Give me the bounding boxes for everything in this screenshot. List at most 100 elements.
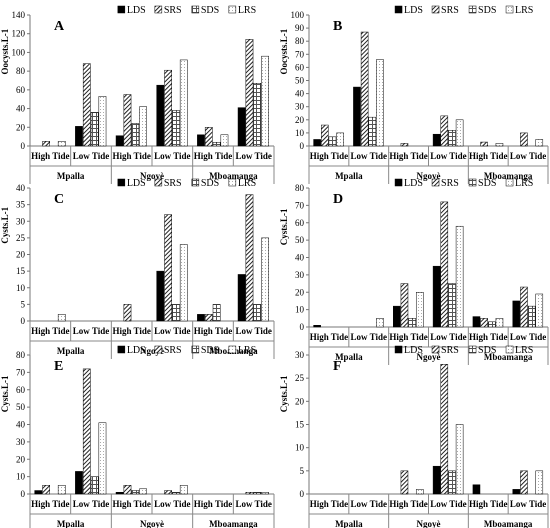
y-tick-label: 10 bbox=[295, 443, 305, 453]
legend-swatch-srs bbox=[154, 178, 163, 187]
bar-srs bbox=[204, 127, 213, 147]
legend-swatch-lds bbox=[117, 5, 126, 14]
bar-srs bbox=[164, 214, 172, 322]
legend-swatch-lrs bbox=[228, 178, 237, 187]
bar-lrs bbox=[139, 106, 147, 147]
legend-swatch-sds bbox=[191, 5, 200, 14]
tide-label: High Tide bbox=[389, 499, 427, 509]
bar-sds bbox=[90, 112, 99, 147]
tide-label: High Tide bbox=[112, 326, 150, 336]
legend-swatch-lds bbox=[117, 345, 126, 354]
bar-sds bbox=[328, 136, 337, 147]
bar-lrs bbox=[415, 489, 424, 495]
bar-lds bbox=[512, 489, 521, 495]
bar-sds bbox=[448, 283, 456, 328]
panel-label: C bbox=[54, 192, 64, 207]
tide-label: High Tide bbox=[194, 499, 232, 509]
tide-label: Low Tide bbox=[510, 151, 546, 161]
bar-sds bbox=[408, 318, 416, 328]
y-tick-label: 40 bbox=[295, 89, 305, 99]
bar-sds bbox=[448, 130, 456, 147]
bar-sds bbox=[253, 83, 262, 147]
legend-label-srs: SRS bbox=[441, 345, 459, 356]
bar-srs bbox=[520, 132, 528, 147]
y-tick-label: 10 bbox=[16, 472, 26, 482]
bar-srs bbox=[82, 368, 91, 495]
panel-label: B bbox=[333, 19, 342, 34]
y-tick-label: 10 bbox=[16, 283, 26, 293]
y-tick-label: 40 bbox=[16, 420, 26, 430]
bar-lrs bbox=[57, 314, 66, 322]
panel-label: E bbox=[54, 359, 63, 374]
legend: LDS SRS SDS LRS bbox=[394, 5, 533, 16]
y-axis-label: Cysts.L-1 bbox=[0, 206, 10, 243]
tide-label: Low Tide bbox=[510, 499, 546, 509]
legend-label-srs: SRS bbox=[164, 178, 182, 189]
site-label: Mpalla bbox=[57, 171, 85, 181]
tide-label: Low Tide bbox=[73, 326, 109, 336]
legend-label-lds: LDS bbox=[404, 345, 423, 356]
bar-lds bbox=[34, 490, 43, 495]
panel-label: F bbox=[333, 359, 342, 374]
y-tick-label: 50 bbox=[295, 235, 305, 245]
y-tick-label: 0 bbox=[300, 322, 305, 332]
bar-lds bbox=[115, 135, 124, 147]
bar-lrs bbox=[535, 139, 544, 147]
y-tick-label: 15 bbox=[16, 266, 26, 276]
site-label: Mboamanga bbox=[484, 519, 533, 528]
y-tick-label: 80 bbox=[295, 183, 305, 193]
tide-label: Low Tide bbox=[351, 151, 387, 161]
legend-label-sds: SDS bbox=[478, 345, 496, 356]
y-tick-label: 20 bbox=[16, 250, 26, 260]
bar-lds bbox=[156, 84, 165, 147]
y-tick-label: 0 bbox=[21, 489, 26, 499]
legend-swatch-lrs bbox=[505, 178, 514, 187]
legend-swatch-lrs bbox=[228, 5, 237, 14]
legend-label-lds: LDS bbox=[404, 5, 423, 16]
tide-label: High Tide bbox=[469, 151, 507, 161]
legend: LDS SRS SDS LRS bbox=[394, 178, 533, 189]
tide-label: High Tide bbox=[389, 332, 427, 342]
legend-label-sds: SDS bbox=[201, 178, 219, 189]
tide-label: High Tide bbox=[112, 499, 150, 509]
bar-srs bbox=[82, 63, 91, 147]
site-label: Mboamanga bbox=[209, 171, 258, 181]
bar-srs bbox=[164, 490, 172, 495]
bar-srs bbox=[123, 485, 132, 495]
bar-lds bbox=[313, 325, 321, 328]
tide-label: High Tide bbox=[31, 499, 69, 509]
y-tick-label: 10 bbox=[295, 128, 305, 138]
site-label: Mboamanga bbox=[209, 519, 258, 528]
bar-sds bbox=[253, 304, 262, 322]
legend-label-sds: SDS bbox=[478, 178, 496, 189]
bar-lrs bbox=[376, 318, 384, 328]
legend-label-srs: SRS bbox=[164, 5, 182, 16]
bar-srs bbox=[440, 364, 449, 495]
bar-srs bbox=[245, 492, 254, 495]
y-tick-label: 5 bbox=[21, 299, 26, 309]
bar-srs bbox=[400, 283, 409, 328]
y-tick-label: 40 bbox=[295, 253, 305, 263]
chart-panel-F: 0 5 10 15 20 25 30 Cysts.L-1 F LDS SRS SDS LRS High T… bbox=[279, 345, 549, 528]
tide-label: Low Tide bbox=[154, 326, 190, 336]
y-tick-label: 40 bbox=[16, 183, 26, 193]
site-label: Ngoyè bbox=[417, 171, 441, 181]
site-label: Ngoyè bbox=[140, 519, 164, 528]
tide-label: Low Tide bbox=[510, 332, 546, 342]
bar-lrs bbox=[376, 59, 384, 147]
y-tick-label: 35 bbox=[16, 200, 26, 210]
legend: LDS SRS SDS LRS bbox=[117, 345, 256, 356]
panel-label: A bbox=[54, 19, 65, 34]
bar-lrs bbox=[415, 292, 424, 328]
bar-lds bbox=[237, 107, 246, 147]
bar-lds bbox=[353, 86, 361, 147]
y-tick-label: 140 bbox=[12, 10, 26, 20]
bar-sds bbox=[212, 142, 221, 147]
legend-swatch-sds bbox=[191, 178, 200, 187]
site-label: Mboamanga bbox=[484, 171, 533, 181]
legend-swatch-srs bbox=[154, 345, 163, 354]
bar-lds bbox=[432, 133, 441, 147]
y-tick-label: 20 bbox=[295, 115, 305, 125]
bar-lrs bbox=[261, 237, 269, 322]
